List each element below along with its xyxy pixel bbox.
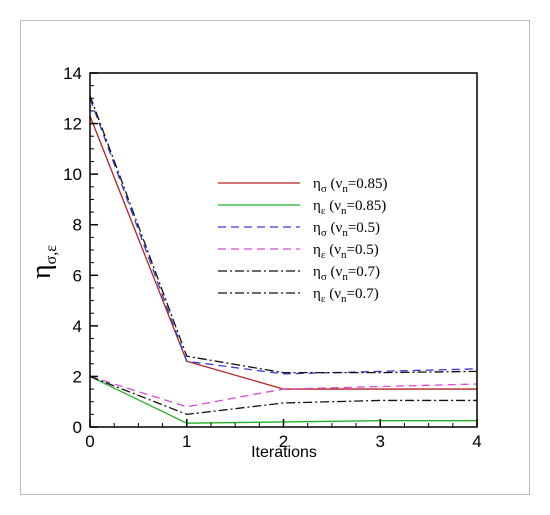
series-line-3 [89,98,478,375]
legend-label-3: ησ (νn=0.5) [313,220,380,239]
y-axis-title-subscript: σ,ε [43,245,60,265]
legend: ησ (νn=0.85) ηε (νn=0.85) ησ (νn=0.5) ηε (ν… [218,176,388,305]
x-tick-label: 4 [472,432,481,451]
y-tick-label: 2 [73,367,82,386]
series-line-1 [89,115,477,390]
series-line-4 [89,375,478,408]
series-line-6 [89,375,477,416]
legend-label-6: ηε (νn=0.7) [313,286,379,305]
chart-frame [20,20,530,495]
y-tick-label: 12 [63,115,82,134]
svg-text:ησ,ε: ησ,ε [26,245,60,279]
legend-label-4: ηε (νn=0.5) [313,242,379,261]
y-tick-label: 8 [73,216,82,235]
legend-label-2: ηε (νn=0.85) [313,198,386,217]
series-layer [89,95,478,424]
x-tick-label: 3 [376,432,385,451]
x-axis-title: Iterations [251,444,317,461]
y-axis-title-symbol: η [26,264,57,279]
y-tick-label: 0 [73,418,82,437]
y-axis-title: ησ,ε [26,245,60,279]
x-tick-label: 1 [182,432,191,451]
y-tick-label: 10 [63,165,82,184]
x-tick-label: 0 [85,432,94,451]
legend-label-1: ησ (νn=0.85) [313,176,388,195]
y-tick-label: 4 [73,317,82,336]
x-tick-label: 2 [279,432,288,451]
y-tick-label: 6 [73,266,82,285]
legend-label-5: ησ (νn=0.7) [313,264,380,283]
y-tick-label: 14 [63,64,82,83]
series-line-5 [89,95,478,374]
